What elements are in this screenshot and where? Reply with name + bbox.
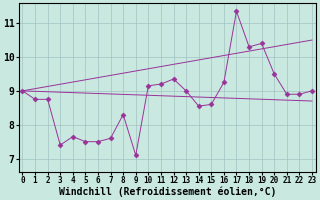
X-axis label: Windchill (Refroidissement éolien,°C): Windchill (Refroidissement éolien,°C) xyxy=(59,187,276,197)
